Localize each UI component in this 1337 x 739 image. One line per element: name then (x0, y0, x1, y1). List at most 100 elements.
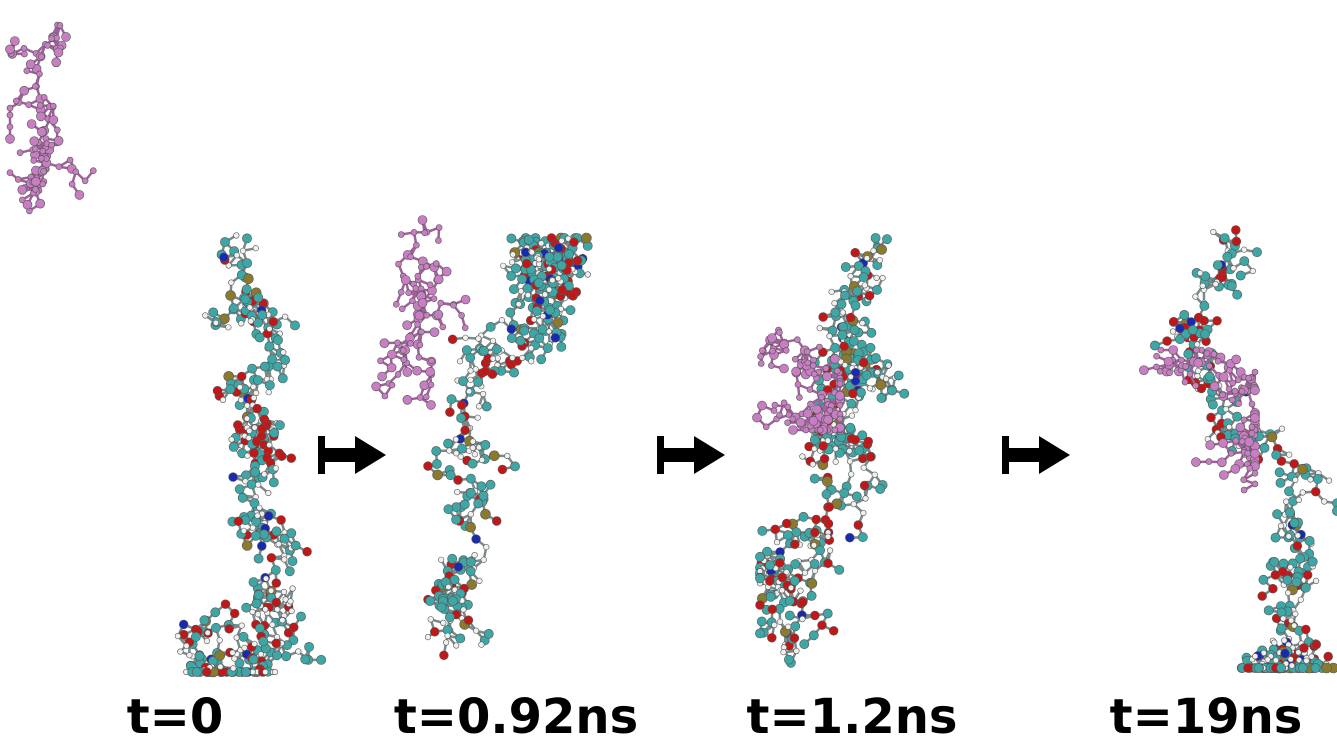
atom (785, 404, 791, 410)
figure: t=0 t=0.92ns t=1.2ns t=19ns (0, 0, 1337, 739)
atoms (175, 233, 326, 677)
atom (460, 500, 469, 509)
atom (510, 355, 516, 361)
atom (242, 541, 252, 551)
atom (281, 589, 287, 595)
atom (833, 459, 839, 465)
atom (876, 484, 885, 493)
atom (275, 421, 284, 430)
atom (758, 354, 764, 360)
atom (448, 335, 457, 344)
atom (811, 611, 820, 620)
guest-molecule (753, 327, 845, 434)
guest-molecule (6, 22, 97, 214)
atom (462, 346, 471, 355)
atom (49, 115, 58, 124)
atom (36, 199, 45, 208)
atom (241, 528, 247, 534)
atom (266, 389, 272, 395)
atom (272, 669, 278, 675)
atom (272, 651, 281, 660)
atom (457, 359, 463, 365)
atom (258, 651, 264, 657)
atom (1289, 663, 1295, 669)
atom (1251, 413, 1260, 422)
atom (545, 252, 554, 261)
atom (1206, 441, 1215, 450)
atom (481, 440, 490, 449)
atom (387, 363, 396, 372)
atom (498, 465, 507, 474)
atom (27, 120, 36, 129)
atom (1254, 663, 1263, 672)
atom (1300, 490, 1306, 496)
atom (7, 112, 13, 118)
atom (1272, 640, 1278, 646)
atom (296, 649, 302, 655)
atom (428, 617, 434, 623)
atom (220, 237, 229, 246)
atom (238, 397, 244, 403)
time-label: t=0 (127, 689, 224, 739)
atom (416, 354, 422, 360)
atom (251, 468, 260, 477)
atom (820, 454, 829, 463)
atoms (755, 233, 909, 667)
atom (772, 402, 778, 408)
atom (36, 112, 45, 121)
atom (420, 381, 429, 390)
atom (446, 408, 455, 417)
atom (232, 656, 238, 662)
guest-molecule (1139, 346, 1259, 494)
atom (585, 272, 591, 278)
atom (516, 336, 525, 345)
atom (581, 233, 591, 243)
atom (435, 238, 441, 244)
atom (847, 448, 853, 454)
atom (445, 613, 454, 622)
atom (566, 306, 575, 315)
atom (237, 384, 243, 390)
atom (1291, 623, 1297, 629)
atom (1277, 663, 1286, 672)
atom (858, 533, 867, 542)
atom (1285, 590, 1291, 596)
atom (817, 427, 823, 433)
atom (1239, 439, 1245, 445)
atom (1211, 229, 1217, 235)
atom (1245, 438, 1254, 447)
atom (1282, 638, 1288, 644)
atom (798, 598, 807, 607)
atom (854, 521, 863, 530)
atom (853, 287, 862, 296)
atom (1252, 470, 1258, 476)
atom (816, 344, 822, 350)
atom (883, 376, 889, 382)
atom (1241, 477, 1247, 483)
atom (255, 624, 264, 633)
atom (849, 337, 858, 346)
atom (894, 371, 903, 380)
atom (1252, 654, 1258, 660)
atom (1197, 270, 1203, 276)
host-molecule (424, 233, 593, 660)
atom (529, 250, 535, 256)
atom (1194, 342, 1200, 348)
atom (831, 308, 840, 317)
atom (757, 617, 766, 626)
atom (505, 453, 511, 459)
atom (864, 255, 870, 261)
atom (446, 448, 452, 454)
atom (1293, 542, 1302, 551)
atom (824, 559, 833, 568)
atom (776, 329, 782, 335)
atom (835, 565, 844, 574)
atom (253, 245, 259, 251)
atom (427, 282, 433, 288)
atom (1223, 252, 1232, 261)
atom (400, 347, 406, 353)
atom (1232, 237, 1241, 246)
atom (1260, 443, 1269, 452)
atom (211, 608, 220, 617)
atom (807, 387, 813, 393)
